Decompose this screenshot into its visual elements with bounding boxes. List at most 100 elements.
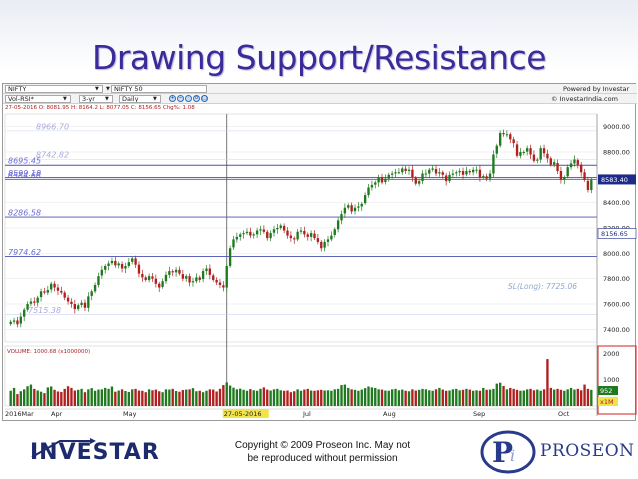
candle-body xyxy=(404,168,407,171)
candle-body xyxy=(259,229,262,231)
indicator-select[interactable]: Vol-RSI* xyxy=(5,95,71,103)
volume-bar xyxy=(421,388,424,406)
candle-body xyxy=(269,233,272,239)
candle-body xyxy=(421,173,424,182)
volume-bar xyxy=(495,383,498,406)
zoom-area-icon[interactable]: □ xyxy=(201,95,208,102)
volume-bar xyxy=(417,389,421,406)
volume-bar xyxy=(343,384,347,406)
volume-bar xyxy=(563,390,566,406)
candle-body xyxy=(502,133,505,135)
zoom-out-icon[interactable]: − xyxy=(177,95,184,102)
candle-body xyxy=(485,176,488,179)
candle-body xyxy=(336,220,340,230)
x-tick-label: 2016Mar xyxy=(5,410,34,418)
zoom-in-icon[interactable]: + xyxy=(169,95,176,102)
candle-body xyxy=(147,276,151,280)
candle-body xyxy=(350,205,353,212)
copyright-line-1: Copyright © 2009 Proseon Inc. May not xyxy=(234,440,411,451)
candle-body xyxy=(431,168,434,170)
candle-body xyxy=(583,172,586,180)
candle-body xyxy=(131,258,134,262)
candle-body xyxy=(56,287,60,291)
volume-bar xyxy=(168,389,171,406)
volume-bar xyxy=(50,386,53,406)
candle-body xyxy=(468,171,471,173)
candle-body xyxy=(519,152,522,156)
volume-bar xyxy=(80,388,83,406)
candle-body xyxy=(249,231,252,236)
candle-body xyxy=(93,285,97,292)
period-select[interactable]: 3-yr xyxy=(79,95,113,103)
symbol-dropdown-icon[interactable]: ▼ xyxy=(95,86,99,92)
volume-bar xyxy=(505,389,509,406)
interval-select[interactable]: Daily xyxy=(119,95,161,103)
indicator-dropdown-icon[interactable]: ▼ xyxy=(63,96,67,102)
proseon-emblem-icon: P i xyxy=(480,430,536,474)
candle-body xyxy=(26,304,29,310)
zoom-reset-icon[interactable]: o xyxy=(193,95,200,102)
candle-body xyxy=(151,276,154,279)
volume-bar xyxy=(536,389,539,406)
x-tick-label: Aug xyxy=(383,410,396,418)
candle-body xyxy=(411,169,414,178)
volume-bar xyxy=(36,390,39,406)
slide-title: Drawing Support/Resistance xyxy=(91,38,547,77)
period-dropdown-icon[interactable]: ▼ xyxy=(105,96,109,102)
volume-bar xyxy=(552,389,556,406)
chevron-down-icon[interactable]: ▼ xyxy=(106,86,110,92)
volume-bar xyxy=(23,389,26,406)
symbol-name-field[interactable]: NIFTY 50 xyxy=(111,85,207,93)
candle-body xyxy=(353,207,357,212)
candle-body xyxy=(178,269,181,274)
candle-body xyxy=(242,233,245,235)
interval-dropdown-icon[interactable]: ▼ xyxy=(153,96,157,102)
candle-body xyxy=(465,171,468,175)
volume-bar xyxy=(549,387,552,406)
candle-body xyxy=(549,158,552,165)
candle-body xyxy=(498,133,502,146)
volume-bar xyxy=(407,391,411,406)
volume-bar xyxy=(164,389,168,406)
candle-body xyxy=(107,263,110,266)
copyright-toolbar-text: © InvestarIndia.com xyxy=(551,95,618,103)
candle-body xyxy=(444,175,448,182)
volume-bar xyxy=(185,389,188,406)
candle-body xyxy=(384,178,387,183)
proseon-logo-text: PROSEON xyxy=(540,441,635,461)
candle-body xyxy=(390,173,394,175)
volume-bar xyxy=(522,390,525,406)
volume-bar xyxy=(124,391,127,406)
volume-bar xyxy=(458,390,461,406)
volume-bar xyxy=(151,390,154,406)
x-tick-label: Jul xyxy=(302,410,311,418)
investar-arrow-icon xyxy=(31,438,96,458)
candle-body xyxy=(296,231,299,240)
last-price-box xyxy=(598,174,636,185)
candle-body xyxy=(114,260,117,266)
volume-bar xyxy=(455,388,458,406)
volume-bar xyxy=(141,390,144,406)
zoom-fit-icon[interactable]: · xyxy=(185,95,192,102)
volume-bar xyxy=(414,390,417,406)
candle-body xyxy=(495,145,498,154)
volume-series: VOLUME: 1000.68 (x1000000) xyxy=(7,349,593,406)
level-label: 7974.62 xyxy=(8,248,41,257)
volume-bar xyxy=(161,392,164,406)
candle-body xyxy=(363,195,367,204)
volume-bar xyxy=(279,390,282,406)
candle-body xyxy=(33,301,36,303)
candle-body xyxy=(478,169,482,178)
candle-body xyxy=(97,276,100,285)
candle-body xyxy=(451,173,455,175)
symbol-input[interactable]: NIFTY xyxy=(5,85,103,93)
candle-body xyxy=(559,171,563,180)
candle-body xyxy=(255,230,259,235)
investar-logo-text: INVESTAR xyxy=(30,440,160,465)
proseon-logo: P i PROSEON xyxy=(478,429,634,475)
volume-bar xyxy=(377,389,380,406)
volume-bar xyxy=(306,388,309,406)
candle-body xyxy=(286,230,289,236)
